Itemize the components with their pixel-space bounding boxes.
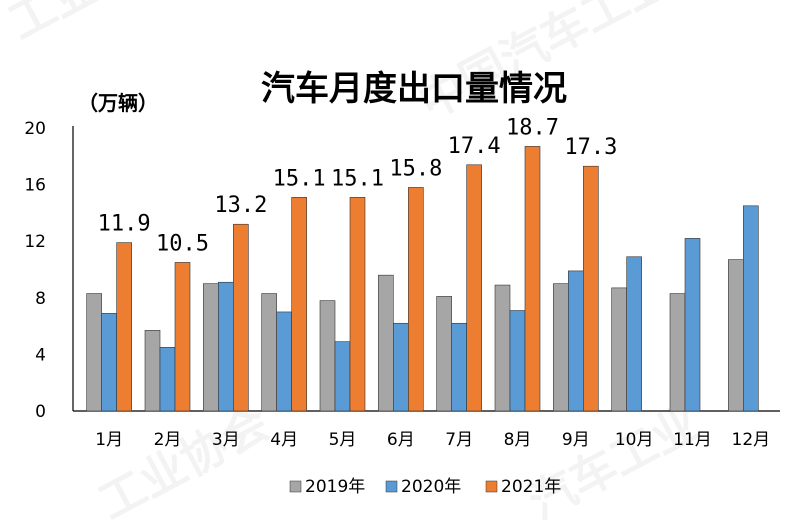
bar-2019年-12月 bbox=[728, 259, 744, 412]
y-tick-label: 4 bbox=[35, 345, 46, 365]
data-label: 11.9 bbox=[98, 212, 151, 237]
data-label: 13.2 bbox=[214, 193, 267, 218]
y-tick-label: 0 bbox=[35, 402, 46, 422]
bar-2019年-3月 bbox=[203, 283, 219, 412]
data-label: 17.3 bbox=[564, 135, 617, 160]
bar-2020年-9月 bbox=[568, 270, 584, 412]
bar-2020年-1月 bbox=[101, 313, 117, 412]
bar-2019年-11月 bbox=[669, 293, 686, 412]
legend-label: 2020年 bbox=[401, 477, 461, 497]
svg-text:工业协会: 工业协会 bbox=[90, 396, 278, 528]
unit-label: （万辆） bbox=[78, 91, 158, 115]
y-tick-label: 16 bbox=[24, 176, 46, 196]
bar-2019年-10月 bbox=[611, 287, 627, 412]
y-ticks: 0 4 8 12 16 20 bbox=[24, 119, 46, 422]
data-label: 18.7 bbox=[506, 115, 559, 140]
legend-swatch-2019年 bbox=[289, 480, 302, 493]
bar-2020年-8月 bbox=[509, 310, 526, 412]
svg-text:汽车工业: 汽车工业 bbox=[520, 396, 708, 528]
bar-2019年-4月 bbox=[261, 293, 277, 412]
x-tick-label: 4月 bbox=[270, 430, 298, 450]
bar-2020年-6月 bbox=[393, 322, 409, 412]
data-label: 15.8 bbox=[389, 156, 442, 181]
data-label: 10.5 bbox=[156, 231, 209, 256]
chart-title: 汽车月度出口量情况 bbox=[261, 69, 567, 109]
x-tick-label: 3月 bbox=[212, 430, 240, 450]
bar-2021年-1月 bbox=[116, 242, 132, 412]
bar-2019年-9月 bbox=[553, 283, 569, 412]
bar-2019年-6月 bbox=[378, 274, 394, 412]
x-tick-label: 7月 bbox=[445, 430, 473, 450]
bar-2021年-9月 bbox=[583, 165, 599, 412]
x-tick-label: 12月 bbox=[732, 430, 771, 450]
y-tick-label: 20 bbox=[24, 119, 46, 139]
legend: 2019年 2020年 2021年 bbox=[289, 477, 561, 497]
bar-2021年-2月 bbox=[174, 262, 191, 412]
bar-2020年-7月 bbox=[451, 322, 467, 412]
bar-2020年-4月 bbox=[276, 311, 292, 412]
bar-2019年-8月 bbox=[494, 284, 511, 412]
legend-label: 2021年 bbox=[501, 477, 561, 497]
x-tick-label: 1月 bbox=[95, 430, 123, 450]
bar-2021年-8月 bbox=[524, 146, 541, 412]
bar-2019年-5月 bbox=[319, 300, 336, 412]
x-tick-label: 6月 bbox=[387, 430, 415, 450]
bar-2020年-2月 bbox=[159, 347, 176, 412]
bar-2020年-3月 bbox=[218, 281, 234, 412]
data-label: 17.4 bbox=[448, 134, 501, 159]
svg-text:中国汽车工业: 中国汽车工业 bbox=[410, 0, 679, 130]
bar-2019年-2月 bbox=[144, 330, 161, 412]
x-tick-label: 2月 bbox=[154, 430, 182, 450]
bar-2020年-10月 bbox=[626, 256, 642, 412]
x-ticks: 1月 2月 3月 4月 5月 6月 7月 8月 9月 10月 11月 12月 bbox=[95, 430, 770, 450]
y-tick-label: 8 bbox=[35, 289, 46, 309]
bar-2019年-7月 bbox=[436, 296, 452, 412]
data-label: 15.1 bbox=[331, 166, 384, 191]
legend-label: 2019年 bbox=[305, 477, 365, 497]
legend-swatch-2020年 bbox=[385, 480, 398, 493]
x-tick-label: 5月 bbox=[329, 430, 357, 450]
bar-2021年-7月 bbox=[466, 164, 482, 412]
bar-2020年-12月 bbox=[743, 205, 759, 412]
bar-2020年-11月 bbox=[684, 238, 701, 412]
y-tick-label: 12 bbox=[24, 232, 46, 252]
x-tick-label: 11月 bbox=[673, 430, 712, 450]
bars bbox=[86, 146, 759, 412]
x-tick-label: 9月 bbox=[562, 430, 590, 450]
bar-2021年-6月 bbox=[408, 187, 424, 412]
x-tick-label: 8月 bbox=[504, 430, 532, 450]
legend-swatch-2021年 bbox=[485, 480, 498, 493]
bar-2021年-5月 bbox=[349, 197, 366, 412]
x-tick-label: 10月 bbox=[615, 430, 654, 450]
data-label: 15.1 bbox=[273, 166, 326, 191]
bar-2021年-4月 bbox=[291, 197, 307, 412]
svg-text:工业协会: 工业协会 bbox=[0, 0, 188, 50]
bar-2021年-3月 bbox=[233, 223, 249, 412]
bar-2020年-5月 bbox=[334, 341, 351, 412]
data-labels: 11.910.513.215.1 15.1 15.817.418.717.3 bbox=[98, 115, 618, 256]
bar-2019年-1月 bbox=[86, 293, 102, 412]
